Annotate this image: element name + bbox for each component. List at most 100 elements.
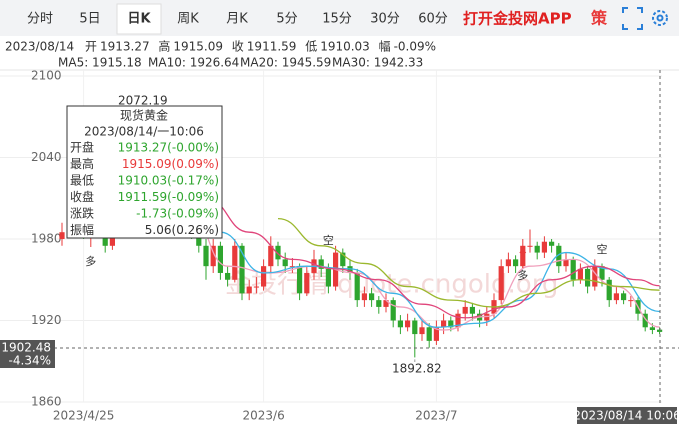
short-signal: 空 <box>597 242 608 256</box>
x-tick-label: 2023/6 <box>242 409 284 423</box>
y-tick-label: 1920 <box>31 313 62 327</box>
candle-body <box>599 266 605 280</box>
candle-body <box>210 245 216 267</box>
info-value: 1910.03 <box>320 40 370 54</box>
tooltip-value: 5.06(0.26%) <box>145 223 219 237</box>
strategy-icon[interactable]: 策 <box>590 9 608 28</box>
low-label: 1892.82 <box>392 362 442 376</box>
y-tick-label: 1860 <box>31 395 62 409</box>
tooltip-label: 收盘 <box>70 189 94 204</box>
tooltip-label: 振幅 <box>70 222 94 237</box>
candle-body <box>347 266 353 273</box>
candle-body <box>261 266 267 287</box>
tab[interactable]: 5分 <box>276 12 297 27</box>
ma-legend: MA10: 1926.64 <box>148 56 239 70</box>
tooltip-title: 现货黄金 <box>120 108 168 123</box>
long-signal: 多 <box>517 268 528 282</box>
info-label: 开 <box>85 40 97 54</box>
candle-body <box>621 293 627 301</box>
tooltip-date: 2023/08/14/一10:06 <box>84 125 204 139</box>
candle-body <box>390 300 396 321</box>
candle-body <box>268 245 274 267</box>
candle-body <box>585 268 591 287</box>
candle-body <box>570 259 576 280</box>
info-value: -0.09% <box>394 40 436 54</box>
info-value: 1911.59 <box>247 40 297 54</box>
candle-body <box>649 327 655 331</box>
info-label: 高 <box>158 39 170 54</box>
candle-body <box>275 245 281 260</box>
tab-bar <box>0 0 679 36</box>
y-tick-label: 1980 <box>31 232 62 246</box>
tab[interactable]: 周K <box>177 12 199 27</box>
candle-body <box>606 279 612 301</box>
tooltip-value: 1910.03(-0.17%) <box>118 174 219 188</box>
candle-body <box>592 266 598 287</box>
tab[interactable]: 月K <box>226 12 248 27</box>
info-value: 1913.27 <box>100 40 150 54</box>
candle-body <box>225 272 231 280</box>
fullscreen-icon[interactable] <box>622 7 643 30</box>
watermark: 金投行情 quote.cngold.org <box>225 270 558 300</box>
candle-body <box>232 245 238 280</box>
candle-body <box>455 313 461 328</box>
candle-body <box>383 300 389 307</box>
x-tick-label: 2023/7 <box>415 409 457 423</box>
tooltip-box <box>66 105 223 239</box>
candle-body <box>217 245 223 273</box>
candle-body <box>289 266 295 268</box>
candle-body <box>325 268 331 287</box>
candle-body <box>297 266 303 294</box>
candle-body <box>369 293 375 301</box>
y-tick-label: 2100 <box>31 69 62 83</box>
tab[interactable]: 30分 <box>370 12 400 27</box>
candle-body <box>505 259 511 267</box>
tooltip-value: 1911.59(-0.09%) <box>118 190 219 204</box>
candle-body <box>253 286 259 288</box>
candle-body <box>613 293 619 301</box>
ma-legend: MA20: 1945.59 <box>240 56 331 70</box>
candle-body <box>441 320 447 328</box>
candle-body <box>318 259 324 269</box>
info-label: 幅 <box>379 39 391 54</box>
tooltip-label: 开盘 <box>70 140 94 155</box>
long-arrow <box>519 248 527 268</box>
candle-body <box>462 306 468 314</box>
candle-body <box>239 245 245 294</box>
candle-body <box>556 245 562 267</box>
crosshair-price-bg <box>0 340 55 368</box>
tab[interactable]: 日K <box>127 12 151 27</box>
candle-body <box>628 300 634 302</box>
candle-body <box>361 293 367 301</box>
tab[interactable]: 5日 <box>79 12 100 27</box>
tooltip-label: 最低 <box>70 174 94 188</box>
candle-body <box>340 252 346 267</box>
candle-body <box>203 245 209 267</box>
short-signal: 空 <box>323 233 334 247</box>
candle-body <box>563 259 569 267</box>
candle-body <box>405 320 411 328</box>
candle-body <box>448 320 454 328</box>
candle-body <box>376 300 382 307</box>
ma-line <box>205 197 660 319</box>
long-signal: 多 <box>85 254 96 268</box>
candle-body <box>513 259 519 267</box>
brand[interactable]: 打开金投网APP <box>463 10 572 28</box>
candle-body <box>304 272 310 294</box>
candle-body <box>541 241 547 253</box>
info-label: 低 <box>305 40 317 54</box>
tooltip-label: 最高 <box>70 156 94 171</box>
info-label: 收 <box>232 40 244 54</box>
ma-line <box>277 217 660 308</box>
settings-icon[interactable] <box>652 10 668 26</box>
tooltip-label: 涨跌 <box>70 206 94 221</box>
tab[interactable]: 15分 <box>322 12 352 27</box>
candle-body <box>549 241 555 246</box>
info-value: 1915.09 <box>173 40 223 54</box>
candle-body <box>59 232 65 239</box>
crosshair-price: 1902.48 <box>1 341 51 355</box>
ma-legend: MA30: 1942.33 <box>332 56 423 70</box>
tab[interactable]: 60分 <box>418 12 448 27</box>
tab[interactable]: 分时 <box>27 12 53 27</box>
